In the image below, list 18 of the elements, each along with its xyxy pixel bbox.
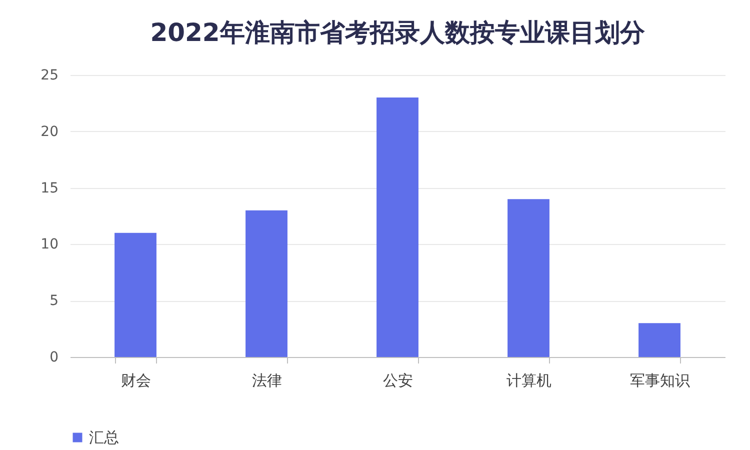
y-tick-label: 20 [40, 124, 58, 140]
bar [638, 323, 680, 357]
legend-label: 汇总 [89, 428, 119, 446]
y-tick-label: 0 [50, 350, 58, 366]
bar [114, 232, 156, 357]
x-tick-label: 公安 [383, 372, 413, 390]
bar [246, 210, 288, 357]
y-tick-label: 10 [40, 236, 58, 253]
x-tick-label: 军事知识 [630, 372, 690, 390]
bar [508, 199, 550, 357]
y-tick-label: 15 [40, 180, 58, 196]
y-tick-label: 25 [40, 68, 58, 84]
chart-title: 2022年淮南市省考招录人数按专业课目划分 [150, 18, 646, 47]
x-tick-label: 法律 [252, 372, 282, 390]
x-tick-label: 财会 [121, 372, 151, 390]
bar [376, 98, 418, 357]
y-tick-label: 5 [50, 293, 58, 310]
x-tick-label: 计算机 [506, 372, 552, 390]
